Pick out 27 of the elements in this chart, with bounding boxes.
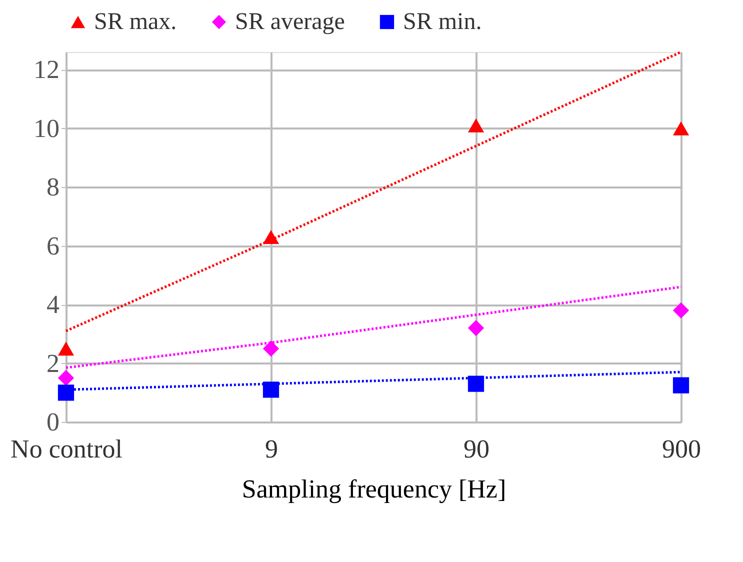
point (468, 376, 484, 392)
line-series (64, 50, 682, 332)
legend-label: SR max. (94, 9, 177, 35)
point (262, 382, 280, 398)
point (58, 384, 74, 401)
y-tick-label: 2 (46, 348, 60, 378)
point (262, 340, 280, 357)
point (58, 342, 74, 356)
x-axis-title: Sampling frequency [Hz] (242, 474, 506, 504)
x-tick-label: 9 (265, 434, 278, 464)
x-tick-label: 90 (464, 434, 490, 464)
point (672, 377, 690, 394)
legend-label: SR average (235, 9, 345, 35)
x-tick-label: No control (10, 434, 122, 464)
point (672, 302, 690, 318)
y-tick-label: 4 (46, 290, 60, 320)
point (468, 320, 484, 336)
y-tick-label: 0 (46, 408, 60, 436)
point (58, 370, 74, 386)
point (468, 118, 484, 132)
y-tick-label: 8 (46, 172, 60, 202)
y-tick-label: 10 (34, 114, 60, 143)
x-tick-label: 900 (662, 434, 701, 464)
y-tick-label: 12 (34, 55, 60, 84)
y-tick-label: 6 (46, 231, 60, 260)
point (672, 121, 690, 136)
legend-label: SR min. (403, 9, 482, 35)
